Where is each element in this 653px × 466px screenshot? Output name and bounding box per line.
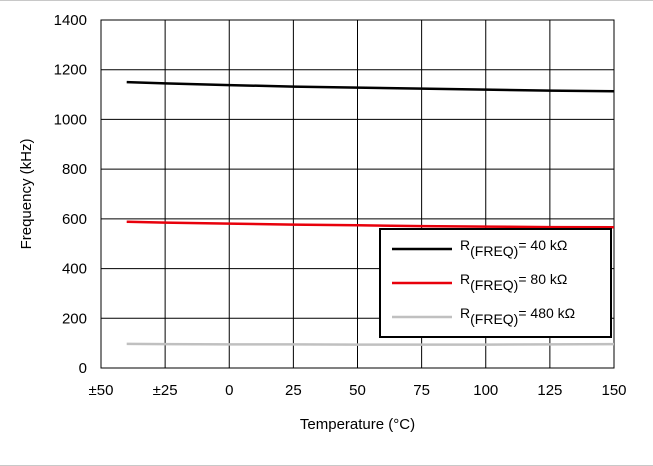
series-line-3 [126, 342, 615, 346]
x-tick-label: 75 [413, 382, 430, 399]
plot-area-frame [100, 19, 615, 369]
top-rule [0, 0, 653, 1]
x-tick-label: ±25 [153, 382, 178, 399]
x-tick-label: 25 [285, 382, 302, 399]
legend-label: R(FREQ)= 40 kΩ [460, 237, 567, 259]
x-tick-label: 100 [473, 382, 498, 399]
y-tick-label: 1200 [54, 62, 87, 79]
y-tick-label: 400 [62, 261, 87, 278]
x-tick-label: 125 [537, 382, 562, 399]
series-line-2 [126, 220, 615, 229]
series-lines [126, 80, 615, 346]
y-tick-label: 1000 [54, 111, 87, 128]
legend-label: R(FREQ)= 80 kΩ [460, 271, 567, 293]
tick-labels: ±50 ±25 0 25 50 75 100 125 150 0 200 400 600 800 1000 1… [54, 12, 627, 399]
y-tick-label: 1400 [54, 12, 87, 29]
x-tick-label: ±50 [89, 382, 114, 399]
y-tick-label: 800 [62, 161, 87, 178]
x-tick-label: 50 [349, 382, 366, 399]
y-tick-label: 600 [62, 211, 87, 228]
x-tick-label: 0 [225, 382, 233, 399]
y-tick-label: 200 [62, 310, 87, 327]
x-axis-title: Temperature (°C) [300, 416, 415, 433]
legend: R(FREQ)= 40 kΩ R(FREQ)= 80 kΩ R(FREQ)= 480… [379, 228, 612, 338]
series-line-1 [126, 80, 615, 93]
y-axis-title: Frequency (kHz) [18, 139, 35, 250]
y-tick-label: 0 [79, 360, 87, 377]
legend-label: R(FREQ)= 480 kΩ [460, 305, 575, 327]
x-tick-label: 150 [601, 382, 626, 399]
